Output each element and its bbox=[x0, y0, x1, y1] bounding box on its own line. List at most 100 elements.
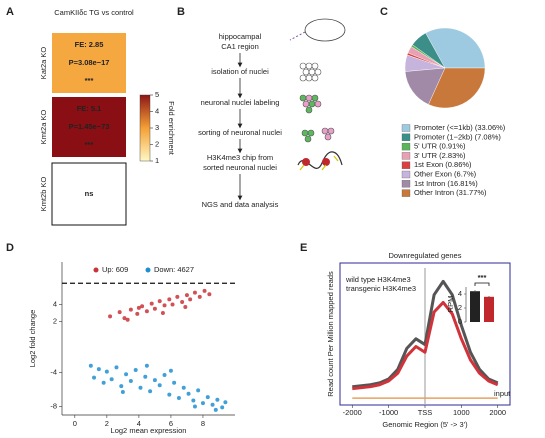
colorbar-tick-label: 1 bbox=[155, 156, 159, 165]
data-point bbox=[202, 288, 207, 293]
data-point bbox=[149, 301, 154, 306]
data-point bbox=[172, 380, 177, 385]
data-point bbox=[104, 369, 109, 374]
panel-label: C bbox=[380, 6, 388, 18]
data-point bbox=[162, 373, 167, 378]
data-point bbox=[167, 297, 172, 302]
data-point bbox=[168, 368, 173, 373]
colorbar-label: Fold enrichment bbox=[167, 101, 176, 156]
data-point bbox=[162, 303, 167, 308]
x-tick-label: 4 bbox=[137, 419, 141, 428]
legend-label: wild type H3K4me3 bbox=[345, 275, 411, 284]
significance-bracket bbox=[474, 282, 490, 286]
data-point bbox=[140, 304, 145, 309]
y-axis-label: Log2 fold change bbox=[28, 310, 37, 368]
y-tick-label: -8 bbox=[50, 401, 57, 410]
x-tick-label: 8 bbox=[201, 419, 205, 428]
data-point bbox=[88, 363, 93, 368]
pie-slice bbox=[425, 27, 486, 69]
inset-bar bbox=[470, 291, 480, 322]
cell-label: FE: 2.85 bbox=[75, 40, 104, 49]
data-point bbox=[167, 392, 172, 397]
annotation: input bbox=[494, 389, 511, 398]
line-series bbox=[352, 300, 499, 391]
data-point bbox=[220, 405, 225, 410]
workflow-step: sorted neuronal nuclei bbox=[203, 163, 277, 172]
workflow-step: hippocampal bbox=[219, 32, 262, 41]
data-point bbox=[143, 374, 148, 379]
data-point bbox=[144, 309, 149, 314]
data-point bbox=[186, 391, 191, 396]
x-axis-label: Genomic Region (5' -> 3') bbox=[382, 420, 468, 429]
data-point bbox=[148, 389, 153, 394]
legend-label: Other Exon (6.7%) bbox=[414, 169, 477, 178]
data-point bbox=[210, 402, 215, 407]
colorbar-tick-label: 4 bbox=[155, 106, 159, 115]
chart-title: CamKIIδc TG vs control bbox=[54, 8, 134, 17]
data-point bbox=[109, 377, 114, 382]
colorbar-tick-label: 2 bbox=[155, 139, 159, 148]
data-point bbox=[170, 302, 175, 307]
data-point bbox=[184, 293, 189, 298]
legend-swatch bbox=[401, 161, 411, 169]
data-point bbox=[192, 290, 197, 295]
data-point bbox=[124, 372, 129, 377]
diagram-icons bbox=[289, 18, 346, 171]
data-point bbox=[157, 383, 162, 388]
data-point bbox=[180, 299, 185, 304]
x-tick-label: 0 bbox=[73, 419, 77, 428]
cell-label: ns bbox=[85, 189, 94, 198]
data-point bbox=[128, 379, 133, 383]
data-point bbox=[213, 407, 218, 412]
data-point bbox=[117, 310, 122, 315]
data-point bbox=[152, 306, 157, 311]
data-point bbox=[191, 398, 196, 403]
row-label: Kmt2b KO bbox=[39, 177, 48, 212]
workflow-step: isolation of nuclei bbox=[211, 67, 269, 76]
data-point bbox=[119, 384, 124, 389]
heatmap-cell bbox=[52, 97, 126, 157]
workflow-step: H3K4me3 chip from bbox=[207, 153, 273, 162]
heatmap-cell bbox=[51, 162, 127, 226]
data-point bbox=[200, 401, 205, 406]
data-point bbox=[160, 311, 165, 315]
legend-label: Down: 4627 bbox=[154, 265, 194, 274]
x-tick-label: 2000 bbox=[489, 408, 506, 417]
data-point bbox=[138, 385, 143, 390]
data-point bbox=[135, 311, 140, 316]
y-axis-label: Read count Per Million mapped reads bbox=[326, 271, 335, 397]
data-point bbox=[108, 314, 113, 319]
x-axis-label: Log2 mean expression bbox=[111, 426, 187, 435]
panel-label: B bbox=[177, 6, 185, 18]
colorbar-tick-label: 3 bbox=[155, 123, 159, 132]
chart-title: Downregulated genes bbox=[389, 251, 462, 260]
data-point bbox=[144, 363, 149, 368]
legend-label: Promoter (<=1kb) (33.06%) bbox=[414, 123, 506, 132]
line-series bbox=[352, 279, 499, 389]
data-point bbox=[207, 292, 212, 297]
x-tick-label: 2 bbox=[105, 419, 109, 428]
significance-label: *** bbox=[478, 273, 487, 282]
heatmap-cell bbox=[52, 33, 126, 93]
workflow-step: neuronal nuclei labeling bbox=[201, 98, 280, 107]
row-label: Kat2a KO bbox=[39, 47, 48, 80]
data-point bbox=[120, 390, 125, 395]
data-point bbox=[128, 307, 133, 312]
legend-swatch bbox=[401, 180, 411, 188]
data-point bbox=[96, 367, 101, 372]
legend-swatch bbox=[401, 124, 411, 132]
data-point bbox=[133, 367, 138, 372]
data-point bbox=[122, 316, 127, 321]
inset-bar bbox=[484, 296, 494, 322]
legend-label: 1st Exon (0.86%) bbox=[414, 160, 472, 169]
x-tick-label: 6 bbox=[169, 419, 173, 428]
data-point bbox=[101, 380, 106, 385]
legend-label: Promoter (1−2kb) (7.08%) bbox=[414, 132, 501, 141]
legend-label: Other Intron (31.77%) bbox=[414, 188, 487, 197]
colorbar-tick-label: 5 bbox=[155, 90, 159, 99]
panel-label: D bbox=[6, 242, 14, 254]
data-point bbox=[136, 305, 141, 310]
colorbar bbox=[139, 94, 151, 162]
cell-label: P=1.45e−73 bbox=[69, 122, 110, 131]
